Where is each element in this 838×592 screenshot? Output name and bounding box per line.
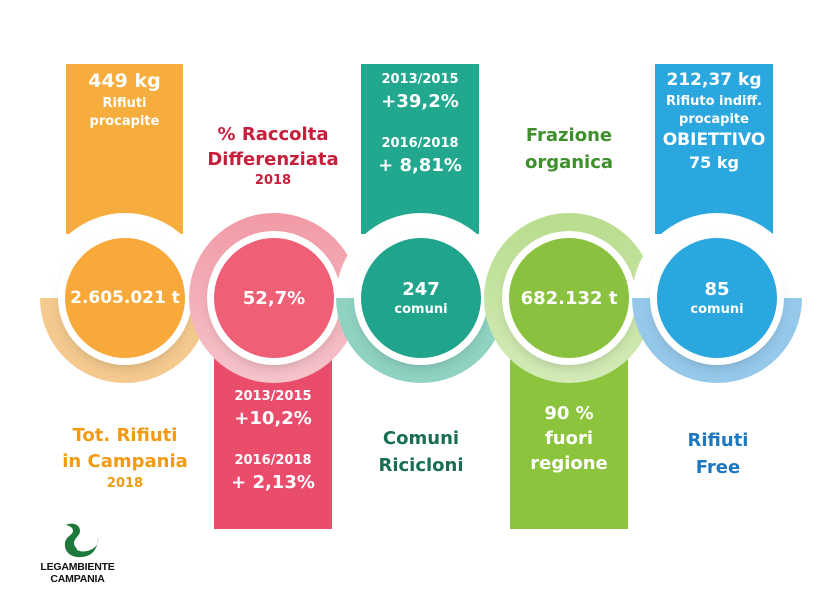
raccolta-title-1: % Raccolta [217, 124, 329, 145]
rifiuti-free-ring: 85 comuni [632, 213, 802, 383]
organica-bottom-bar: 90 % fuori regione [510, 355, 628, 529]
indiff-label-2: procapite [679, 112, 749, 127]
fuori-regione-percent: 90 % [544, 403, 594, 424]
ricicloni-label: Comuni Ricicloni [346, 428, 496, 476]
rifiuti-free-label: Rifiuti Free [640, 430, 796, 478]
tot-rifiuti-label-1: Tot. Rifiuti [72, 425, 178, 446]
ricicloni-period-2: 2016/2018 [381, 136, 459, 151]
raccolta-bottom-bar: 2013/2015 +10,2% 2016/2018 + 2,13% [214, 355, 332, 529]
ricicloni-unit: comuni [394, 302, 448, 317]
ricicloni-circle: 247 comuni [361, 238, 481, 358]
tot-rifiuti-circle: 2.605.021 t [65, 238, 185, 358]
ricicloni-ring: 247 comuni [336, 213, 506, 383]
rifiuti-procapite-value: 449 kg [88, 70, 161, 92]
organica-title: Frazione organica [494, 125, 644, 173]
rifiuti-free-label-1: Rifiuti [687, 430, 749, 451]
indiff-label-1: Rifiuto indiff. [666, 94, 762, 109]
raccolta-circle: 52,7% [214, 238, 334, 358]
rifiuti-free-circle: 85 comuni [657, 238, 777, 358]
indiff-procapite-value: 212,37 kg [666, 70, 762, 90]
organica-value: 682.132 t [520, 287, 618, 309]
logo-text-1: LEGAMBIENTE [40, 561, 115, 573]
tot-rifiuti-label-year: 2018 [106, 476, 144, 491]
rifiuti-procapite-label-1: Rifiuti [102, 96, 147, 111]
raccolta-value: 52,7% [242, 287, 306, 309]
fuori-regione-label-2: regione [530, 453, 608, 474]
raccolta-period-1: 2013/2015 [234, 389, 312, 404]
fuori-regione-label-1: fuori [544, 428, 594, 449]
organica-title-2: organica [524, 152, 614, 173]
swan-icon [64, 523, 99, 558]
rifiuti-free-top-bar: 212,37 kg Rifiuto indiff. procapite OBIE… [655, 64, 773, 234]
tot-rifiuti-label-2: in Campania [62, 451, 188, 472]
ricicloni-growth-1: +39,2% [381, 91, 459, 112]
rifiuti-free-value: 85 [704, 279, 730, 300]
rifiuti-procapite-label-2: procapite [89, 114, 160, 129]
raccolta-title-2: Differenziata [207, 149, 339, 170]
raccolta-period-2: 2016/2018 [234, 453, 312, 468]
ricicloni-value: 247 [402, 279, 440, 300]
ricicloni-label-1: Comuni [382, 428, 460, 449]
tot-rifiuti-top-bar: 449 kg Rifiuti procapite [66, 64, 183, 234]
rifiuti-free-unit: comuni [690, 302, 744, 317]
tot-rifiuti-value: 2.605.021 t [70, 288, 180, 308]
tot-rifiuti-ring: 2.605.021 t [40, 213, 210, 383]
raccolta-ring: 52,7% [189, 213, 359, 383]
obiettivo-label: OBIETTIVO [662, 130, 766, 150]
raccolta-title-year: 2018 [254, 173, 292, 188]
raccolta-growth-1: +10,2% [234, 408, 312, 429]
legambiente-logo: LEGAMBIENTE CAMPANIA [30, 523, 125, 585]
tot-rifiuti-label: Tot. Rifiuti in Campania 2018 [42, 425, 208, 491]
raccolta-title: % Raccolta Differenziata 2018 [196, 124, 350, 188]
comuni-ricicloni-top-bar: 2013/2015 +39,2% 2016/2018 + 8,81% [361, 64, 479, 234]
raccolta-growth-2: + 2,13% [231, 472, 315, 493]
ricicloni-growth-2: + 8,81% [378, 155, 462, 176]
ricicloni-label-2: Ricicloni [378, 455, 464, 476]
obiettivo-value: 75 kg [689, 153, 739, 172]
organica-title-1: Frazione [525, 125, 613, 146]
logo-text-2: CAMPANIA [50, 573, 105, 585]
organica-ring: 682.132 t [484, 213, 654, 383]
rifiuti-free-label-2: Free [695, 457, 741, 478]
organica-circle: 682.132 t [509, 238, 629, 358]
ricicloni-period-1: 2013/2015 [381, 72, 459, 87]
